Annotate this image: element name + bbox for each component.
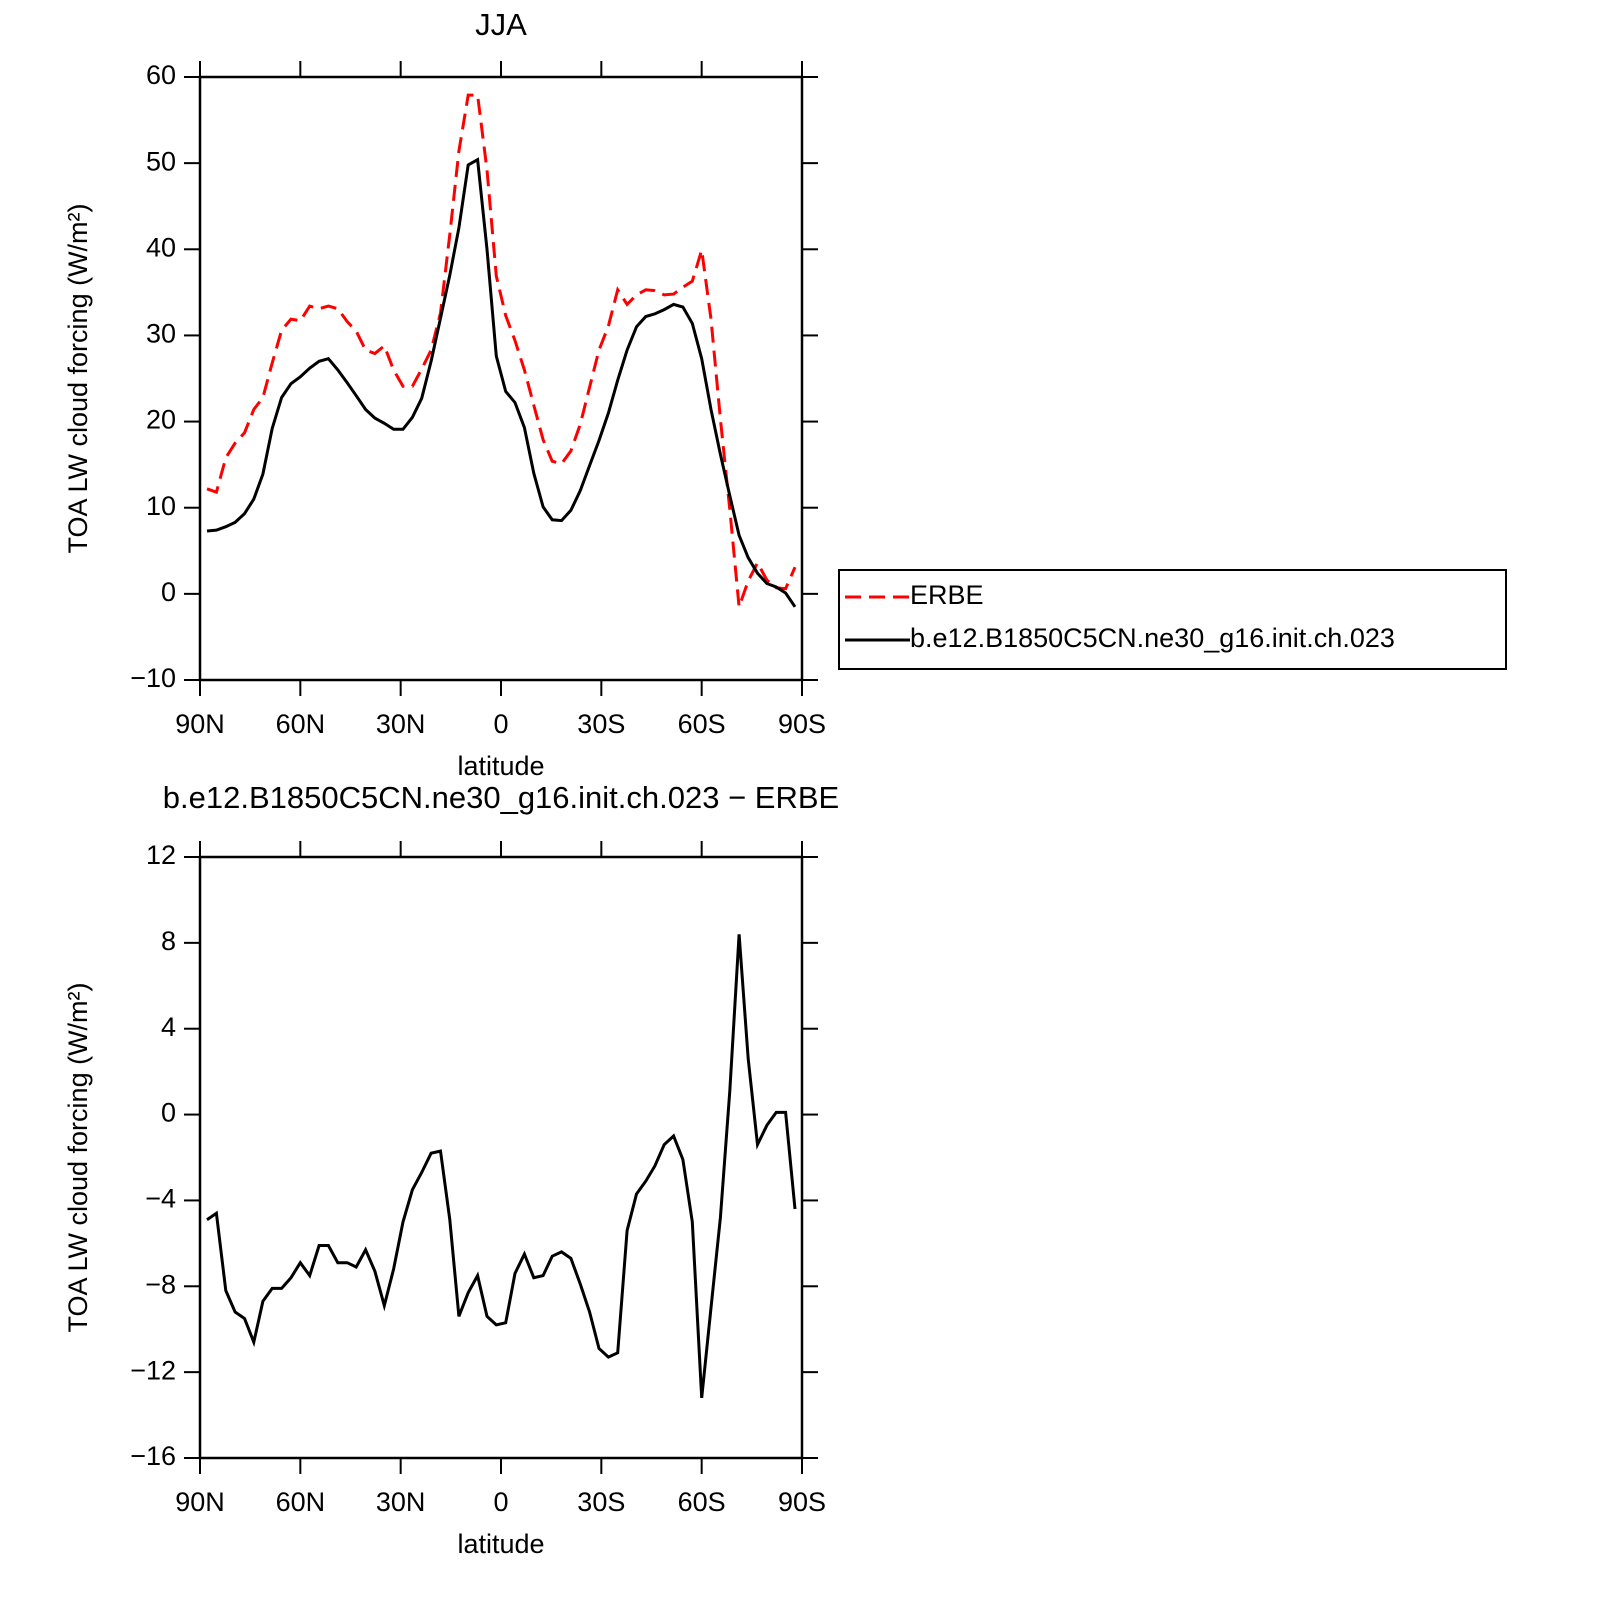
- x-tick-label: 60N: [276, 1487, 326, 1517]
- y-tick-label: 8: [161, 926, 176, 956]
- y-tick-label: 30: [146, 319, 176, 349]
- legend-box: [838, 569, 1507, 670]
- x-axis-label: latitude: [457, 1529, 544, 1559]
- y-tick-label: −10: [130, 663, 176, 693]
- legend-label: ERBE: [910, 580, 984, 610]
- y-tick-label: 4: [161, 1012, 176, 1042]
- y-tick-label: −4: [145, 1184, 176, 1214]
- chart-title: JJA: [475, 7, 527, 42]
- x-tick-label: 0: [493, 709, 508, 739]
- y-tick-label: −8: [145, 1269, 176, 1299]
- x-tick-label: 60S: [678, 709, 726, 739]
- series-line: [206, 93, 797, 608]
- x-axis-label: latitude: [457, 751, 544, 781]
- chart-title: b.e12.B1850C5CN.ne30_g16.init.ch.023 − E…: [163, 780, 839, 815]
- y-tick-label: 20: [146, 405, 176, 435]
- y-tick-label: −16: [130, 1441, 176, 1471]
- x-tick-label: 90N: [175, 1487, 225, 1517]
- x-tick-label: 30S: [577, 709, 625, 739]
- legend-label: b.e12.B1850C5CN.ne30_g16.init.ch.023: [910, 623, 1395, 653]
- series-line: [206, 934, 797, 1399]
- y-tick-label: −12: [130, 1355, 176, 1385]
- x-tick-label: 90S: [778, 1487, 826, 1517]
- y-tick-label: 40: [146, 232, 176, 262]
- x-tick-label: 60N: [276, 709, 326, 739]
- y-tick-label: 60: [146, 60, 176, 90]
- y-axis-label: TOA LW cloud forcing (W/m²): [63, 982, 93, 1332]
- x-tick-label: 90S: [778, 709, 826, 739]
- plot-frame: [198, 75, 804, 682]
- x-tick-label: 90N: [175, 709, 225, 739]
- x-tick-label: 30N: [376, 709, 426, 739]
- y-tick-label: 10: [146, 491, 176, 521]
- x-tick-label: 30S: [577, 1487, 625, 1517]
- series-line: [206, 157, 797, 608]
- y-tick-label: 0: [161, 1098, 176, 1128]
- y-axis-label: TOA LW cloud forcing (W/m²): [63, 203, 93, 553]
- x-tick-label: 30N: [376, 1487, 426, 1517]
- plot-frame: [198, 855, 804, 1460]
- y-tick-label: 50: [146, 146, 176, 176]
- y-tick-label: 12: [146, 840, 176, 870]
- x-tick-label: 0: [493, 1487, 508, 1517]
- x-tick-label: 60S: [678, 1487, 726, 1517]
- y-tick-label: 0: [161, 577, 176, 607]
